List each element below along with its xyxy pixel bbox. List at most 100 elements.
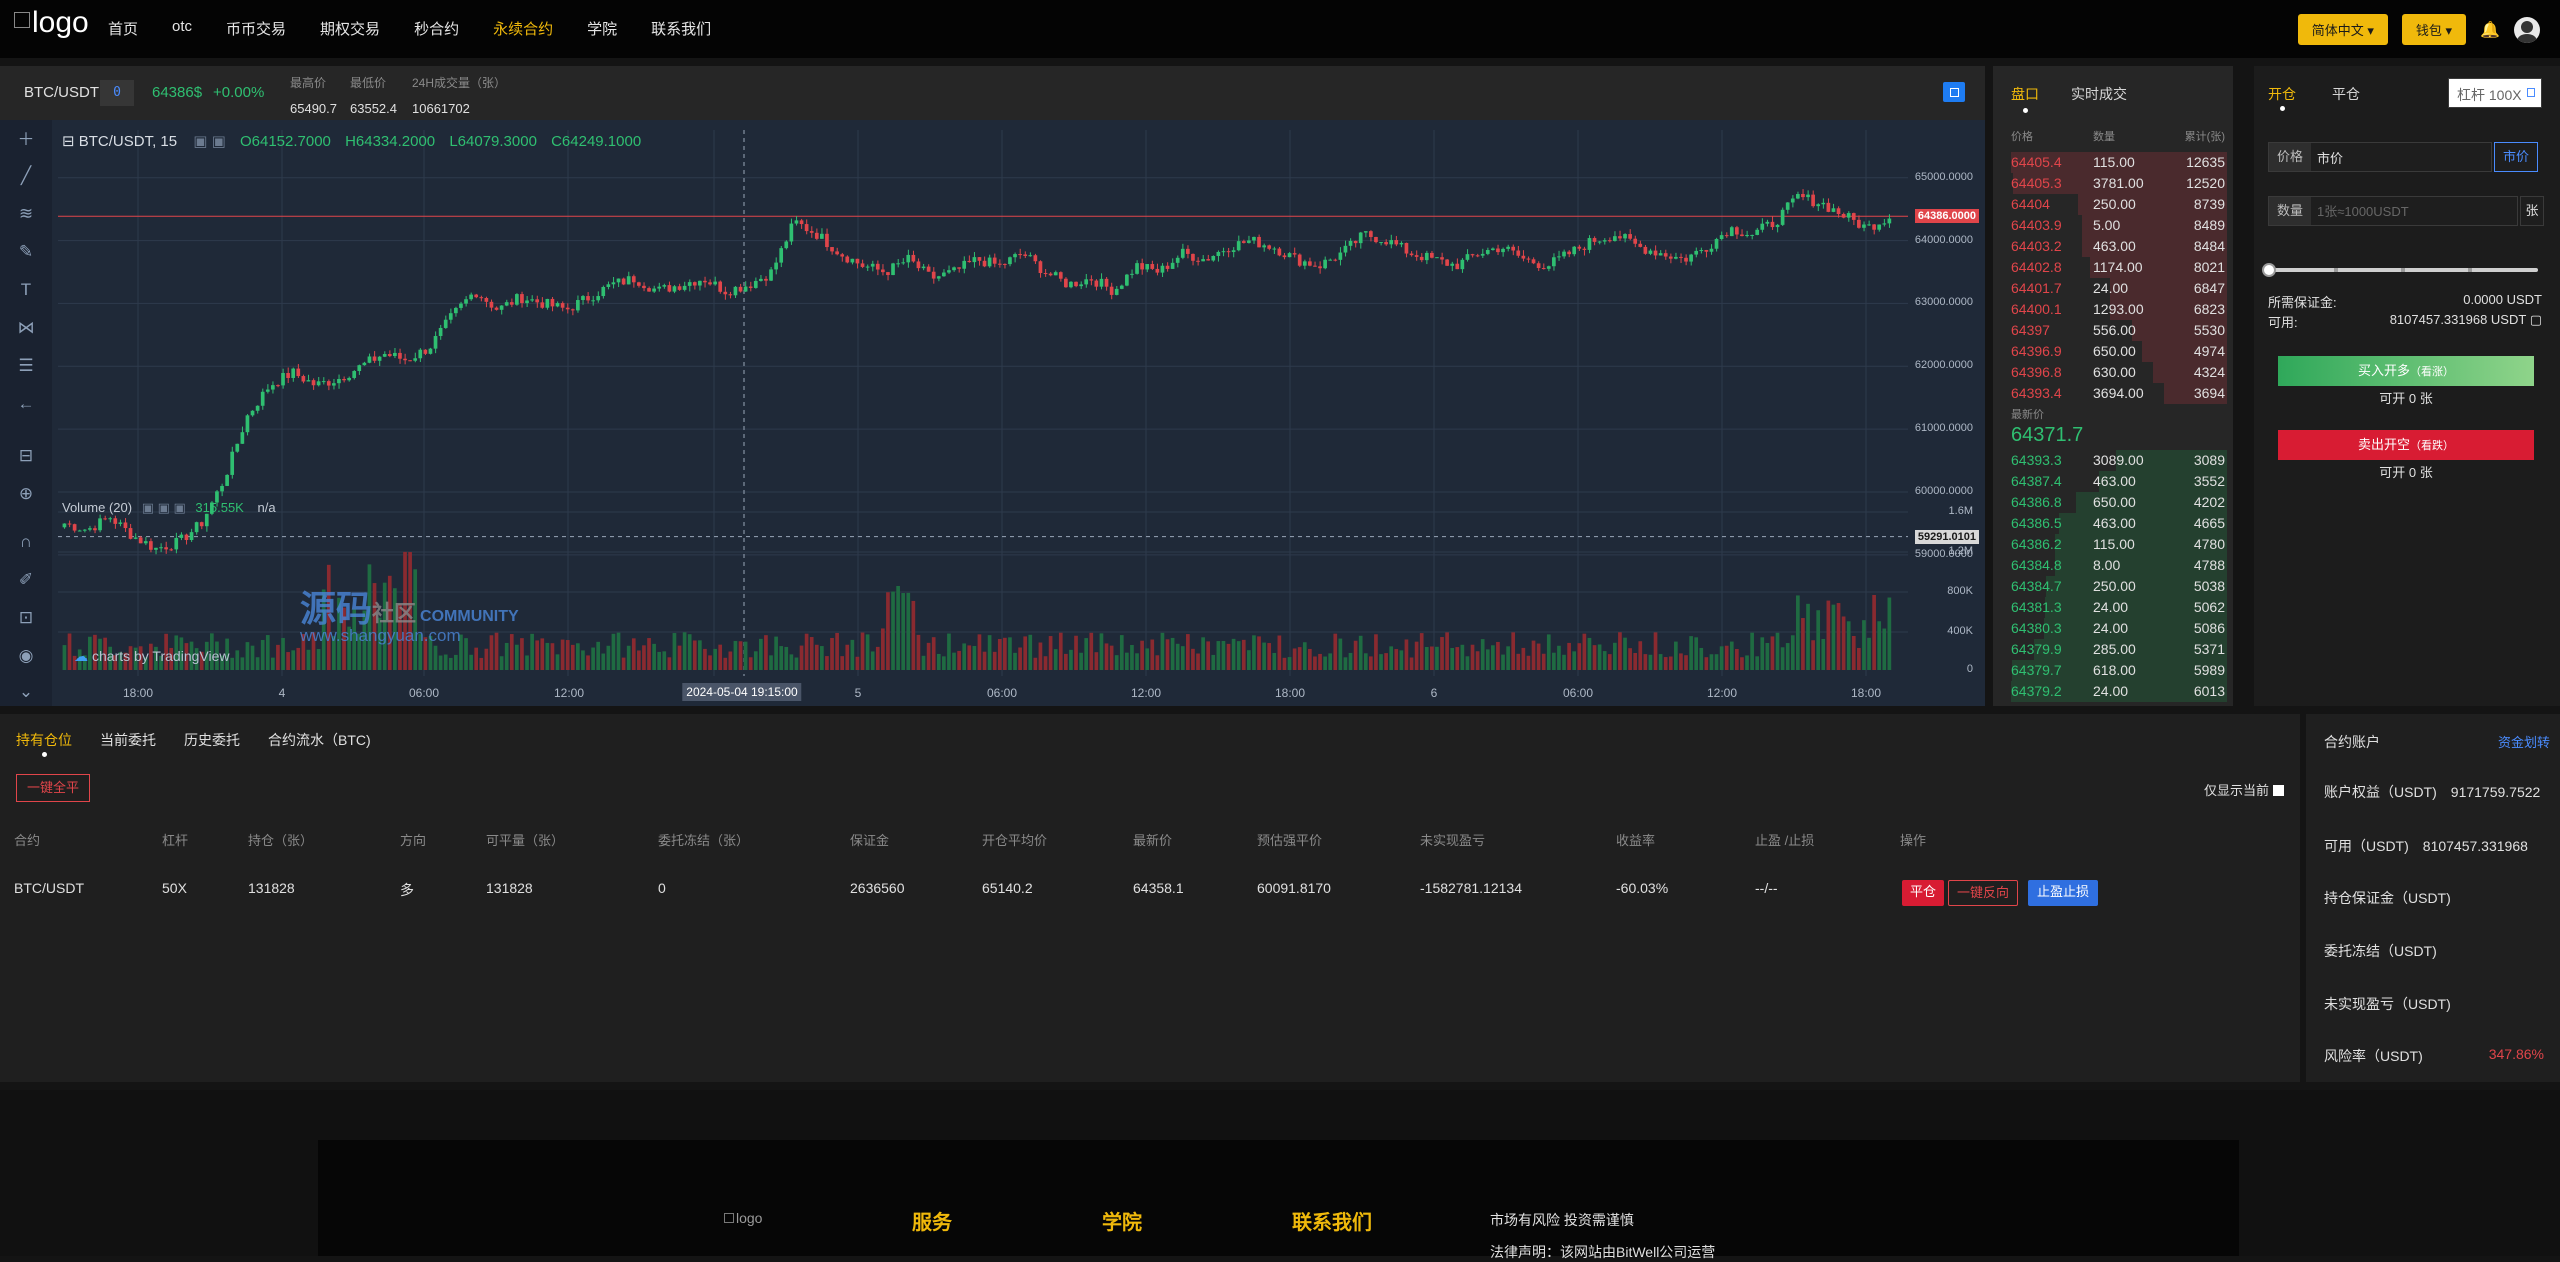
pencil-lock-icon[interactable]: ✐: [18, 570, 34, 589]
volume-bar: [1643, 654, 1648, 670]
bell-icon[interactable]: 🔔: [2480, 21, 2500, 39]
bid-row[interactable]: 64379.9 285.00 5371: [2011, 639, 2227, 660]
fullscreen-icon[interactable]: [1943, 82, 1965, 102]
nav-item-academy[interactable]: 学院: [587, 21, 618, 38]
chart-settings-icons[interactable]: ▣ ▣: [193, 133, 226, 150]
price-input[interactable]: [2317, 147, 2477, 167]
trend-line-icon[interactable]: ╱: [20, 166, 32, 185]
tab-open[interactable]: 开仓: [2268, 86, 2296, 111]
quantity-field[interactable]: 数量: [2268, 196, 2518, 226]
tradingview-attribution[interactable]: ☁ charts by TradingView: [74, 648, 229, 665]
quantity-input[interactable]: [2317, 201, 2477, 221]
candle-body: [93, 528, 97, 531]
only-current-toggle[interactable]: 仅显示当前: [2204, 780, 2284, 799]
user-avatar[interactable]: [2514, 16, 2540, 43]
candle-body: [1419, 256, 1424, 261]
ask-row[interactable]: 64393.4 3694.00 3694: [2011, 383, 2227, 404]
bid-row[interactable]: 64379.2 24.00 6013: [2011, 681, 2227, 702]
candle-body: [1745, 234, 1749, 237]
price-chart[interactable]: ＋ ╱ ≋ ✎ T ⋈ ☰ ← ⊟ ⊕ ∩ ✐ ⊡ ◉ ⌄ ⊟ BTC/USDT…: [0, 120, 1985, 706]
ask-row[interactable]: 64403.2 463.00 8484: [2011, 236, 2227, 257]
volume-settings-icons[interactable]: ▣ ▣ ▣: [141, 500, 186, 515]
tab-order-book[interactable]: 盘口: [2011, 86, 2039, 113]
fund-transfer-link[interactable]: 资金划转: [2497, 735, 2550, 750]
close-all-button[interactable]: 一键全平: [16, 774, 90, 802]
fib-icon[interactable]: ≋: [18, 204, 34, 223]
buy-long-button[interactable]: 买入开多（看涨）: [2278, 356, 2534, 386]
volume-bar: [657, 651, 662, 670]
candle-body: [1516, 250, 1521, 256]
bid-row[interactable]: 64379.7 618.00 5989: [2011, 660, 2227, 681]
lock-icon[interactable]: ⊡: [18, 608, 34, 627]
measure-icon[interactable]: ☰: [18, 356, 34, 375]
bid-row[interactable]: 64386.2 115.00 4780: [2011, 534, 2227, 555]
text-icon[interactable]: T: [20, 280, 32, 299]
ask-row[interactable]: 64401.7 24.00 6847: [2011, 278, 2227, 299]
tab-order-history[interactable]: 历史委托: [184, 732, 240, 748]
language-button[interactable]: 简体中文 ▾: [2297, 14, 2388, 45]
quantity-slider[interactable]: [2262, 263, 2538, 277]
bid-row[interactable]: 64384.8 8.00 4788: [2011, 555, 2227, 576]
ask-row[interactable]: 64405.4 115.00 12635: [2011, 152, 2227, 173]
price-field[interactable]: 价格: [2268, 142, 2492, 172]
wallet-button[interactable]: 钱包 ▾: [2401, 14, 2467, 45]
eye-icon[interactable]: ◉: [18, 646, 34, 665]
bid-row[interactable]: 64387.4 463.00 3552: [2011, 471, 2227, 492]
nav-item-second-contract[interactable]: 秒合约: [414, 21, 460, 38]
ask-row[interactable]: 64396.9 650.00 4974: [2011, 341, 2227, 362]
bid-row[interactable]: 64386.8 650.00 4202: [2011, 492, 2227, 513]
nav-item-home[interactable]: 首页: [108, 21, 139, 38]
depth-bar: [2011, 681, 2227, 702]
tp-sl-button[interactable]: 止盈止损: [2028, 880, 2098, 906]
ask-row[interactable]: 64397 556.00 5530: [2011, 320, 2227, 341]
leverage-select[interactable]: 杠杆 100X: [2448, 78, 2542, 108]
ask-row[interactable]: 64403.9 5.00 8489: [2011, 215, 2227, 236]
ask-row[interactable]: 64402.8 1174.00 8021: [2011, 257, 2227, 278]
candle-body: [276, 385, 280, 387]
chevron-down-icon[interactable]: ⌄: [18, 682, 34, 701]
transfer-icon[interactable]: ▢: [2529, 312, 2542, 327]
arrow-back-icon[interactable]: ←: [17, 394, 35, 413]
close-position-button[interactable]: 平仓: [1902, 880, 1944, 906]
sell-short-button[interactable]: 卖出开空（看跌）: [2278, 430, 2534, 460]
tab-recent-trades[interactable]: 实时成交: [2071, 86, 2127, 102]
footer-logo[interactable]: logo: [724, 1210, 762, 1226]
candle-body: [428, 348, 433, 354]
slider-knob[interactable]: [2262, 263, 2276, 277]
collapse-icon[interactable]: ⊟: [62, 133, 75, 150]
chart-canvas[interactable]: [0, 120, 1985, 706]
tab-positions[interactable]: 持有仓位: [16, 732, 72, 757]
crosshair-icon[interactable]: ＋: [17, 130, 35, 149]
bid-row[interactable]: 64393.3 3089.00 3089: [2011, 450, 2227, 471]
market-button[interactable]: 市价: [2494, 142, 2538, 172]
reverse-position-button[interactable]: 一键反向: [1948, 880, 2018, 906]
nav-item-options[interactable]: 期权交易: [320, 21, 381, 38]
bid-row[interactable]: 64386.5 463.00 4665: [2011, 513, 2227, 534]
tab-contract-ledger[interactable]: 合约流水（BTC): [268, 732, 371, 748]
ask-row[interactable]: 64404 250.00 8739: [2011, 194, 2227, 215]
only-current-checkbox[interactable]: [2273, 785, 2284, 796]
nav-item-spot[interactable]: 币币交易: [226, 21, 287, 38]
tab-open-orders[interactable]: 当前委托: [100, 732, 156, 748]
site-logo[interactable]: logo: [14, 6, 89, 40]
pattern-icon[interactable]: ⋈: [17, 318, 35, 337]
ruler-icon[interactable]: ⊟: [18, 446, 34, 465]
bid-row[interactable]: 64384.7 250.00 5038: [2011, 576, 2227, 597]
ask-row[interactable]: 64396.8 630.00 4324: [2011, 362, 2227, 383]
position-margin-label: 持仓保证金（USDT): [2324, 890, 2451, 906]
tab-close[interactable]: 平仓: [2332, 86, 2360, 102]
ask-row[interactable]: 64400.1 1293.00 6823: [2011, 299, 2227, 320]
nav-item-otc[interactable]: otc: [172, 18, 193, 35]
ticker-pair[interactable]: BTC/USDT: [24, 84, 99, 101]
zoom-icon[interactable]: ⊕: [18, 484, 34, 503]
bid-row[interactable]: 64380.3 24.00 5086: [2011, 618, 2227, 639]
brush-icon[interactable]: ✎: [18, 242, 34, 261]
magnet-icon[interactable]: ∩: [19, 532, 33, 551]
candle-body: [972, 257, 977, 263]
candle-body: [1521, 255, 1526, 259]
nav-item-contact[interactable]: 联系我们: [651, 21, 712, 38]
bid-row[interactable]: 64381.3 24.00 5062: [2011, 597, 2227, 618]
ask-row[interactable]: 64405.3 3781.00 12520: [2011, 173, 2227, 194]
bid-qty: 24.00: [2093, 620, 2129, 636]
nav-item-perpetual[interactable]: 永续合约: [493, 21, 554, 38]
